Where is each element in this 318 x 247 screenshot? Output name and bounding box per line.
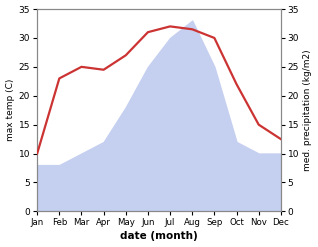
- Y-axis label: max temp (C): max temp (C): [5, 79, 15, 141]
- Y-axis label: med. precipitation (kg/m2): med. precipitation (kg/m2): [303, 49, 313, 171]
- X-axis label: date (month): date (month): [120, 231, 198, 242]
